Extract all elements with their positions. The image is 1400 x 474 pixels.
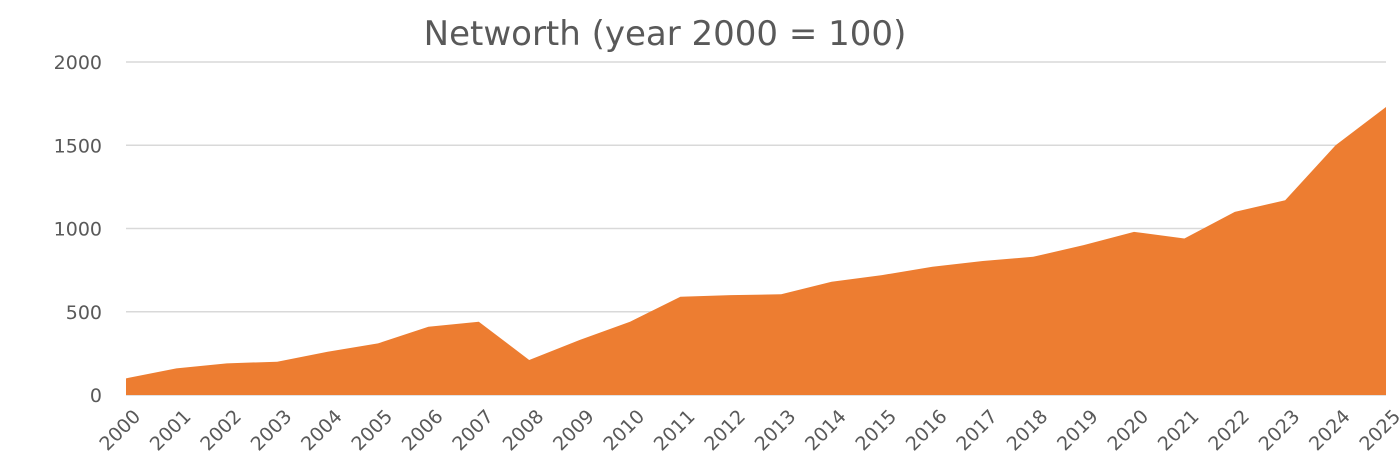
x-tick-label: 2001 bbox=[146, 406, 196, 456]
x-tick-label: 2020 bbox=[1103, 406, 1153, 456]
networth-area bbox=[126, 106, 1386, 395]
x-tick-label: 2008 bbox=[499, 406, 549, 456]
x-tick-label: 2024 bbox=[1305, 406, 1355, 456]
x-tick-label: 2000 bbox=[95, 406, 145, 456]
y-tick-label: 1000 bbox=[54, 219, 102, 241]
y-axis-tick-labels: 0 500 1000 1500 2000 bbox=[54, 52, 102, 407]
x-axis-tick-labels: 2000 2001 2002 2003 2004 2005 2006 2007 2008 2009… bbox=[95, 406, 1400, 456]
y-tick-label: 500 bbox=[66, 302, 102, 324]
x-tick-label: 2013 bbox=[751, 406, 801, 456]
x-tick-label: 2010 bbox=[599, 406, 649, 456]
chart-title: Networth (year 2000 = 100) bbox=[424, 14, 907, 54]
x-tick-label: 2016 bbox=[902, 406, 952, 456]
x-tick-label: 2009 bbox=[549, 406, 599, 456]
y-tick-label: 1500 bbox=[54, 135, 102, 157]
y-tick-label: 2000 bbox=[54, 52, 102, 74]
x-tick-label: 2017 bbox=[952, 406, 1002, 456]
x-tick-label: 2022 bbox=[1204, 406, 1254, 456]
area-series bbox=[126, 106, 1386, 395]
x-tick-label: 2007 bbox=[448, 406, 498, 456]
x-tick-label: 2019 bbox=[1053, 406, 1103, 456]
x-tick-label: 2021 bbox=[1154, 406, 1204, 456]
x-tick-label: 2006 bbox=[398, 406, 448, 456]
x-tick-label: 2018 bbox=[1003, 406, 1053, 456]
x-tick-label: 2011 bbox=[650, 406, 700, 456]
x-tick-label: 2004 bbox=[297, 406, 347, 456]
x-tick-label: 2015 bbox=[851, 406, 901, 456]
x-tick-label: 2023 bbox=[1255, 406, 1305, 456]
x-tick-label: 2012 bbox=[700, 406, 750, 456]
y-tick-label: 0 bbox=[90, 385, 102, 407]
x-tick-label: 2014 bbox=[801, 406, 851, 456]
x-tick-label: 2005 bbox=[347, 406, 397, 456]
x-tick-label: 2002 bbox=[196, 406, 246, 456]
x-tick-label: 2003 bbox=[247, 406, 297, 456]
x-tick-label: 2025 bbox=[1355, 406, 1400, 456]
